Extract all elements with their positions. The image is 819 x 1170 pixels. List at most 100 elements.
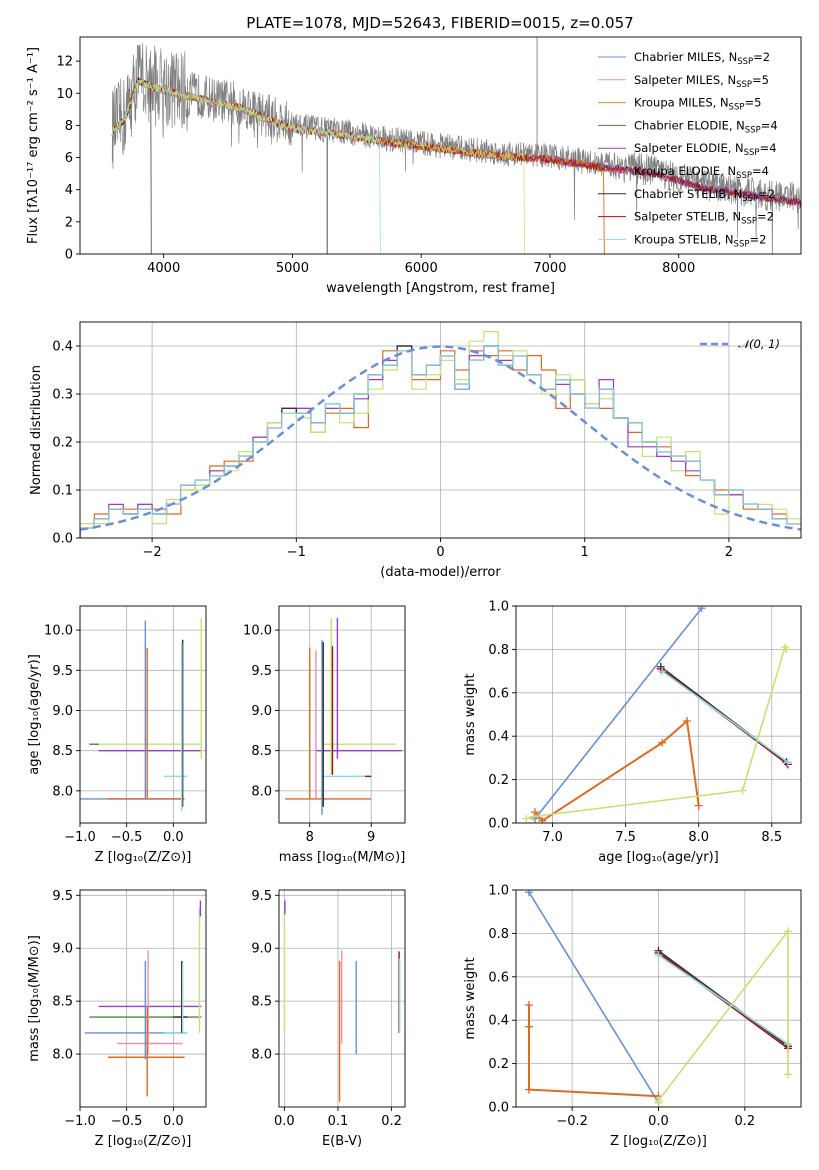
y-tick-label: 0.2 bbox=[488, 1057, 509, 1072]
x-tick-label: −1.0 bbox=[64, 830, 96, 845]
legend-entry-prefix: Salpeter STELIB, N bbox=[634, 210, 741, 224]
legend-entry: 𝒩(0, 1) bbox=[738, 337, 780, 351]
x-tick-label: 0 bbox=[436, 545, 444, 560]
axes-frame bbox=[515, 605, 802, 824]
y-tick-label: 8 bbox=[65, 119, 73, 134]
legend-entry-prefix: Salpeter MILES, N bbox=[634, 73, 736, 87]
legend-entry-suffix: =5 bbox=[752, 73, 769, 87]
y-tick-label: 8.0 bbox=[52, 784, 73, 799]
panel-mass-vs-Z: −1.0 −0.5 0.0 8.0 8.5 9.0 9.5 Z [log₁₀(Z/Z⊙)] ma… bbox=[27, 889, 207, 1149]
panel-mass-vs-EBV: 0.0 0.1 0.2 8.0 8.5 9.0 9.5 E(B-V) bbox=[251, 889, 406, 1149]
panel-spectrum: 4000 5000 6000 7000 8000 0 2 4 6 8 10 12 wavelength … bbox=[26, 36, 802, 296]
y-tick-label: 10 bbox=[56, 87, 73, 102]
ticks-mass-vs-EBV: 0.0 0.1 0.2 8.0 8.5 9.0 9.5 bbox=[251, 889, 402, 1129]
x-tick-label: 8000 bbox=[662, 261, 695, 276]
y-axis-label: mass weight bbox=[463, 957, 478, 1039]
weight-point bbox=[531, 808, 539, 817]
weight-series bbox=[661, 670, 789, 763]
weight-series bbox=[658, 950, 789, 1047]
panel-weight-vs-Z: −0.2 0.0 0.2 0.0 0.2 0.4 0.6 0.8 1.0 Z [log₁₀(Z/Z… bbox=[463, 884, 802, 1149]
ticks-age-vs-mass: 8 9 8.0 8.5 9.0 9.5 10.0 bbox=[243, 624, 375, 845]
x-tick-label: 7.0 bbox=[542, 830, 563, 845]
legend-entry-sub: SSP bbox=[736, 80, 752, 90]
weight-point bbox=[658, 738, 667, 747]
y-tick-label: 9.5 bbox=[251, 889, 272, 904]
legend-entry-suffix: =2 bbox=[757, 210, 774, 224]
y-axis-label: mass [log₁₀(M/M⊙)] bbox=[27, 935, 42, 1062]
legend-entry: Salpeter MILES, NSSP=5 bbox=[634, 73, 769, 90]
weight-series bbox=[528, 891, 660, 1104]
x-axis-label: wavelength [Angstrom, rest frame] bbox=[326, 281, 555, 296]
weight-series bbox=[658, 954, 789, 1045]
legend-entry-prefix: Kroupa ELODIE, N bbox=[634, 164, 736, 178]
normal-curve bbox=[80, 345, 801, 531]
y-axis-label: Flux [fλ10⁻¹⁷ erg cm⁻² s⁻¹ A⁻¹] bbox=[26, 47, 41, 244]
x-axis-label: (data-model)/error bbox=[380, 565, 501, 580]
y-tick-label: 0.8 bbox=[488, 927, 509, 942]
y-tick-label: 0.2 bbox=[52, 436, 73, 451]
y-tick-label: 6 bbox=[65, 151, 73, 166]
y-tick-label: 0.4 bbox=[52, 340, 73, 355]
y-tick-label: 0.0 bbox=[52, 532, 73, 547]
axes-frame bbox=[79, 889, 207, 1108]
hist-legend: 𝒩(0, 1) bbox=[700, 337, 780, 351]
observed-spectrum bbox=[111, 43, 801, 254]
ticks-age-vs-Z: −1.0 −0.5 0.0 8.0 8.5 9.0 9.5 10.0 bbox=[44, 624, 184, 845]
axes-frame bbox=[278, 605, 406, 824]
x-tick-label: 0.2 bbox=[381, 1114, 402, 1129]
weight-point bbox=[654, 1096, 663, 1105]
y-tick-label: 0.8 bbox=[488, 643, 509, 658]
panel-residual-hist: −2 −1 0 1 2 0.0 0.1 0.2 0.3 0.4 (data-model)/error… bbox=[29, 321, 802, 580]
y-tick-label: 9.5 bbox=[52, 889, 73, 904]
legend-entry-prefix: Chabrier MILES, N bbox=[634, 50, 737, 64]
y-tick-label: 9.0 bbox=[52, 704, 73, 719]
y-tick-label: 10.0 bbox=[243, 624, 272, 639]
model-spectrum-8 bbox=[111, 79, 381, 254]
x-tick-label: 9 bbox=[367, 830, 375, 845]
weight-point bbox=[522, 814, 531, 823]
ticks-spectrum: 4000 5000 6000 7000 8000 0 2 4 6 8 10 12 bbox=[56, 55, 695, 276]
axes-frame bbox=[79, 321, 802, 539]
ticks-residual-hist: −2 −1 0 1 2 0.0 0.1 0.2 0.3 0.4 bbox=[52, 340, 733, 561]
y-tick-label: 8.5 bbox=[52, 995, 73, 1010]
ticks-weight-vs-Z: −0.2 0.0 0.2 0.0 0.2 0.4 0.6 0.8 1.0 bbox=[488, 884, 755, 1130]
legend-entry-suffix: =4 bbox=[760, 141, 777, 155]
legend-entry-suffix: =5 bbox=[744, 96, 761, 110]
y-tick-label: 8.0 bbox=[251, 784, 272, 799]
x-tick-label: 0.0 bbox=[163, 830, 184, 845]
histogram-series bbox=[80, 345, 801, 538]
legend-entry-sub: SSP bbox=[744, 148, 760, 158]
y-tick-label: 0.6 bbox=[488, 970, 509, 985]
plot-area-weight-vs-Z bbox=[524, 890, 793, 1107]
legend-entry-sub: SSP bbox=[736, 171, 752, 181]
legend-entry-prefix: Kroupa STELIB, N bbox=[634, 232, 734, 246]
plot-area-mass-vs-EBV bbox=[283, 900, 401, 1102]
legend-entry: Salpeter ELODIE, NSSP=4 bbox=[634, 141, 777, 158]
axes-frame bbox=[79, 36, 802, 255]
y-axis-label: Normed distribution bbox=[29, 365, 44, 495]
legend-entry: Kroupa MILES, NSSP=5 bbox=[634, 96, 761, 113]
plot-area-age-vs-mass bbox=[285, 618, 402, 815]
x-axis-label: Z [log₁₀(Z/Z⊙)] bbox=[95, 1134, 192, 1149]
legend-entry-sub: SSP bbox=[737, 57, 753, 67]
plot-panels: 4000 5000 6000 7000 8000024681012wavelength … bbox=[26, 36, 802, 1149]
x-axis-label: Z [log₁₀(Z/Z⊙)] bbox=[610, 1134, 707, 1149]
weight-point bbox=[784, 1070, 793, 1079]
y-tick-label: 8.0 bbox=[251, 1048, 272, 1063]
y-tick-label: 0.0 bbox=[488, 817, 509, 832]
legend-entry-suffix: =4 bbox=[752, 164, 769, 178]
model-spectrum-9 bbox=[111, 79, 525, 254]
weight-point bbox=[683, 717, 691, 726]
legend-entry-sub: SSP bbox=[745, 125, 761, 135]
x-axis-label: mass [log₁₀(M/M⊙)] bbox=[279, 850, 406, 865]
x-axis-label: Z [log₁₀(Z/Z⊙)] bbox=[95, 850, 192, 865]
x-tick-label: 0.1 bbox=[328, 1114, 349, 1129]
y-tick-label: 0.6 bbox=[488, 686, 509, 701]
x-tick-label: 6000 bbox=[405, 261, 438, 276]
x-axis-label: age [log₁₀(age/yr)] bbox=[598, 850, 719, 865]
x-axis-label: E(B-V) bbox=[322, 1134, 362, 1149]
x-tick-label: 0.2 bbox=[735, 1114, 756, 1129]
weight-point bbox=[538, 816, 547, 823]
x-tick-label: 8.5 bbox=[761, 830, 782, 845]
panel-weight-vs-age: 7.0 7.5 8.0 8.5 0.0 0.2 0.4 0.6 0.8 1.0 age [log₁₀… bbox=[463, 600, 802, 865]
